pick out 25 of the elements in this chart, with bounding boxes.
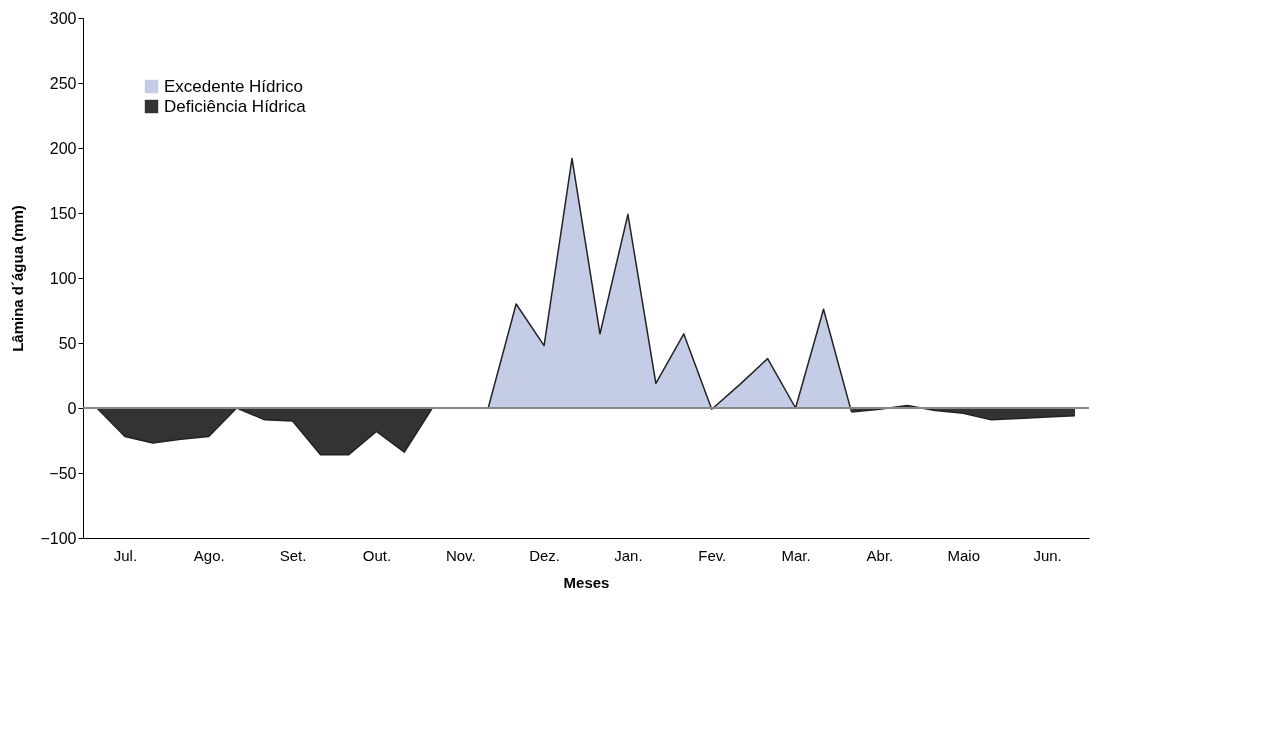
y-tick-label: −50 <box>49 464 77 482</box>
y-tick-label: 300 <box>49 9 77 27</box>
y-tick-label: 150 <box>49 204 77 222</box>
x-tick-label: Mar. <box>781 546 811 564</box>
y-tick-label: 0 <box>67 399 77 417</box>
y-tick-label: 100 <box>49 269 77 287</box>
x-tick-label: Set. <box>279 546 307 564</box>
legend-label: Deficiência Hídrica <box>164 96 307 116</box>
y-tick-label: 200 <box>49 139 77 157</box>
y-tick-label: 250 <box>49 74 77 92</box>
y-tick-label: −100 <box>40 529 77 547</box>
x-tick-label: Dez. <box>529 546 561 564</box>
x-tick-label: Nov. <box>445 546 476 564</box>
x-tick-label: Out. <box>362 546 392 564</box>
y-axis-title: Lâmina d´água (mm) <box>9 205 27 352</box>
x-tick-label: Ago. <box>193 546 225 564</box>
x-tick-label: Jan. <box>614 546 643 564</box>
legend-label: Excedente Hídrico <box>164 76 303 96</box>
x-tick-label: Abr. <box>866 546 894 564</box>
x-axis-title: Meses <box>563 573 610 591</box>
x-tick-label: Fev. <box>698 546 727 564</box>
x-tick-label: Jun. <box>1033 546 1062 564</box>
x-tick-label: Maio <box>947 546 981 564</box>
y-tick-label: 50 <box>58 334 77 352</box>
x-tick-label: Jul. <box>113 546 138 564</box>
